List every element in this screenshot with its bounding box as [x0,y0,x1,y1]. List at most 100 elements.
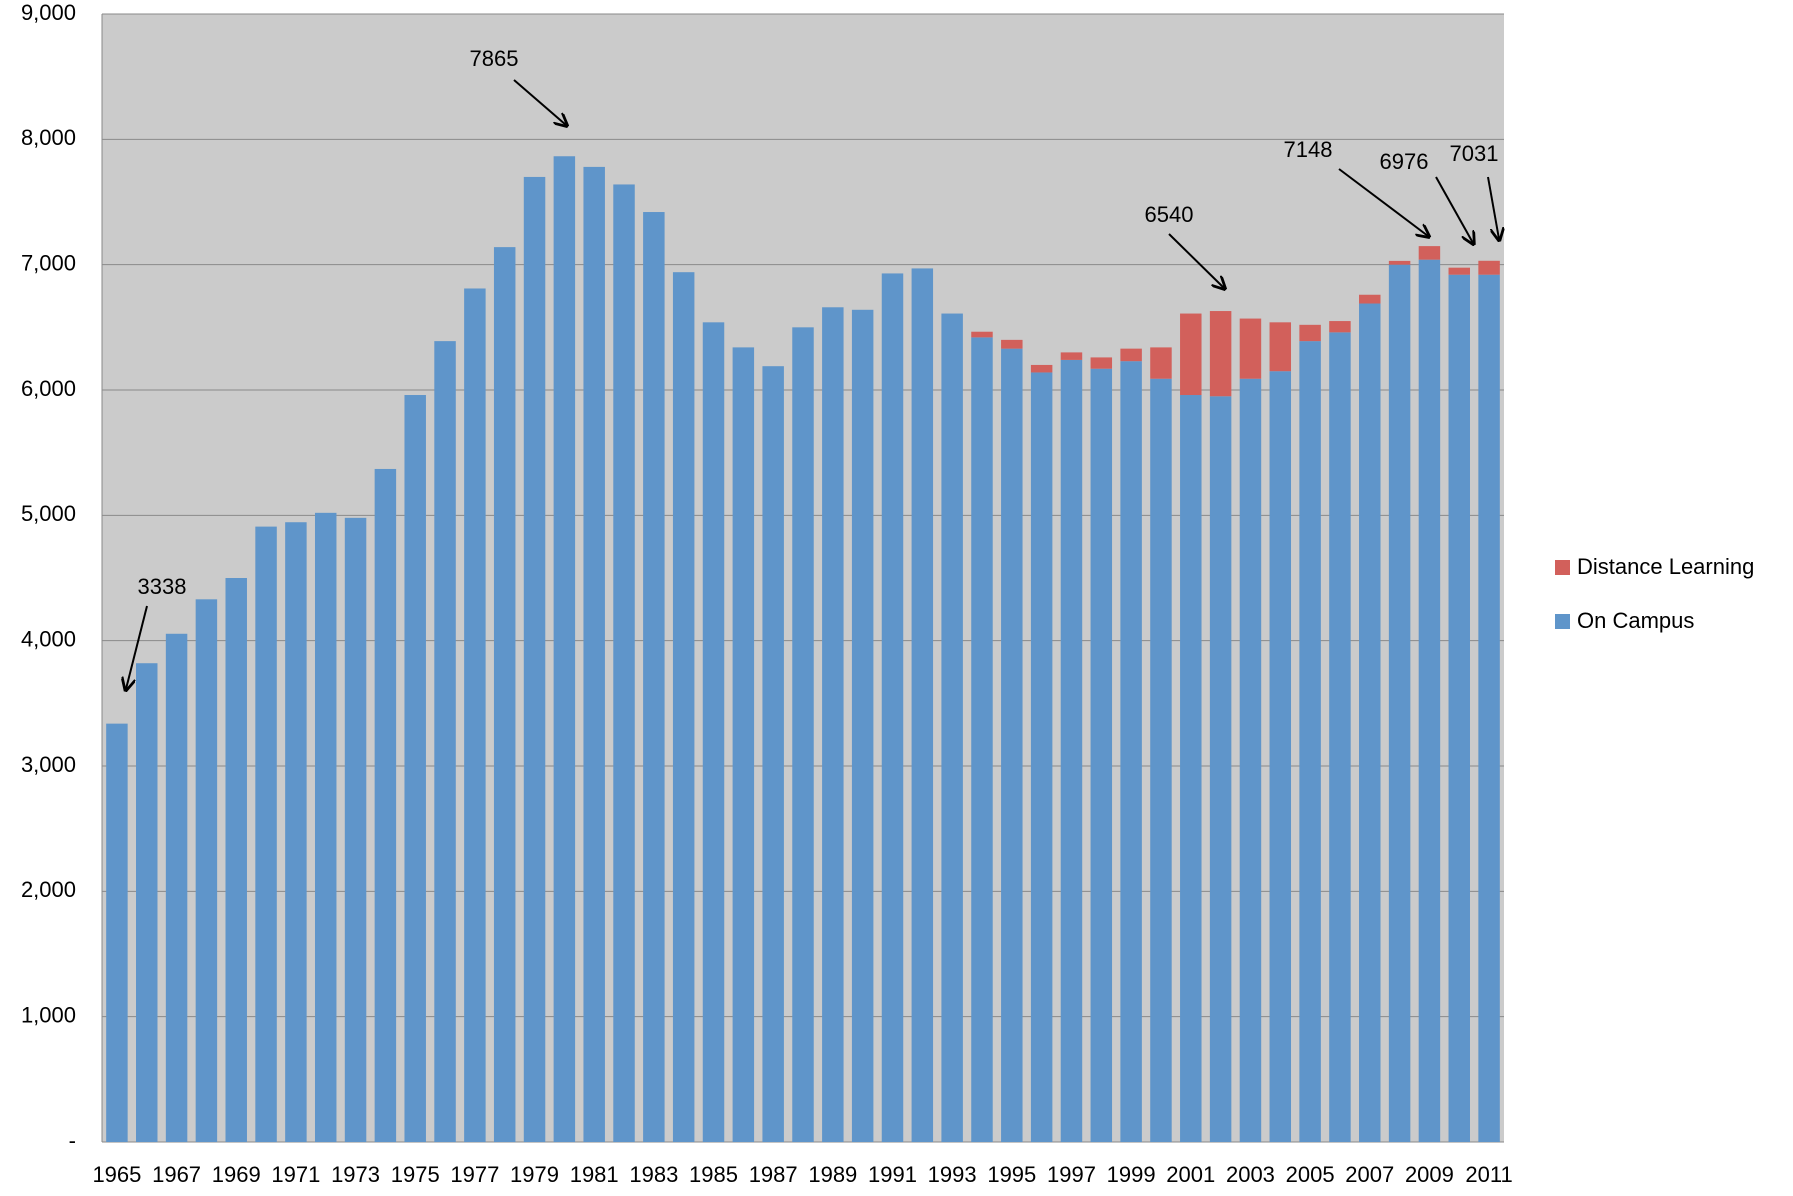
annotation-arrow [1487,176,1499,239]
y-tick-label: 1,000 [21,1002,76,1027]
bar [1060,359,1083,1142]
x-tick-label: 1975 [391,1162,440,1187]
annotation-arrow [1168,233,1224,288]
bar [106,723,128,1142]
x-tick-label: 2009 [1405,1162,1454,1187]
bar [792,327,814,1142]
bar [1448,274,1470,1142]
bar [1478,274,1500,1142]
bar [1180,313,1202,396]
bar [255,526,277,1142]
bar [553,156,576,1143]
bar [1180,395,1202,1143]
bar [1299,341,1321,1142]
x-tick-label: 2011 [1465,1162,1512,1187]
bar [434,341,456,1142]
bar [1388,260,1411,265]
y-tick-label: 5,000 [21,501,76,526]
annotation: 3338 [138,574,187,599]
bar [1418,246,1441,260]
bar [523,176,546,1142]
x-tick-label: 1981 [570,1162,619,1187]
bar [1418,259,1441,1142]
bar [1269,322,1292,372]
x-tick-label: 1989 [808,1162,857,1187]
bar [971,337,993,1142]
bar [1239,318,1262,379]
bar [1269,371,1292,1142]
x-tick-label: 1995 [987,1162,1036,1187]
bar [1448,267,1470,275]
bar [314,512,337,1142]
bar [911,268,934,1143]
bar [1150,347,1172,379]
bar [1329,321,1351,333]
x-tick-label: 1993 [928,1162,977,1187]
legend-swatch [1555,560,1570,575]
bar [1090,357,1113,369]
bar [1359,303,1381,1142]
bar [1150,378,1172,1143]
y-tick-label: 7,000 [21,250,76,275]
bar [613,184,635,1142]
bar [672,272,695,1143]
bar [1388,264,1411,1143]
bar [1299,324,1321,342]
bar [285,522,307,1142]
x-tick-label: 1985 [689,1162,738,1187]
y-tick-label: 4,000 [21,626,76,651]
bar [732,347,755,1142]
x-tick-label: 1969 [212,1162,261,1187]
bar [1120,361,1142,1142]
x-tick-label: 2001 [1166,1162,1215,1187]
bar [822,307,844,1142]
legend-swatch [1555,614,1570,629]
bar [971,331,993,338]
x-tick-label: 2005 [1286,1162,1335,1187]
bar [941,313,963,1143]
y-tick-label: 8,000 [21,125,76,150]
bar [583,166,605,1142]
bar [464,288,486,1143]
bar [1030,372,1053,1142]
bar [1001,339,1023,349]
y-tick-label: 9,000 [21,0,76,25]
x-tick-label: 1973 [331,1162,380,1187]
annotation: 7031 [1450,141,1499,166]
x-tick-label: 1983 [629,1162,678,1187]
x-tick-label: 1967 [152,1162,201,1187]
bar [851,309,874,1143]
bar [1209,311,1232,397]
bar [1209,396,1232,1142]
bar [1239,378,1262,1143]
x-tick-label: 1991 [868,1162,917,1187]
x-tick-label: 2003 [1226,1162,1275,1187]
bar [1359,294,1381,304]
bar [493,247,516,1142]
bar [881,273,904,1142]
x-tick-label: 2007 [1345,1162,1394,1187]
annotation-arrow [513,79,566,125]
annotation-arrow [126,605,148,689]
y-tick-label: 6,000 [21,376,76,401]
bar [165,633,188,1142]
annotation: 6540 [1145,202,1194,227]
bar [1120,348,1142,362]
annotation: 6976 [1380,149,1429,174]
bar [225,578,247,1142]
bar [1090,368,1113,1142]
bar [1060,352,1083,360]
bar [344,517,367,1142]
annotation: 7865 [470,46,519,71]
x-tick-label: 1979 [510,1162,559,1187]
x-tick-label: 1965 [92,1162,141,1187]
y-tick-label: 3,000 [21,752,76,777]
bar [1329,332,1351,1142]
bar [1478,260,1500,275]
bar [195,599,218,1142]
annotation-arrow [1435,176,1473,243]
bar [136,663,158,1142]
x-tick-label: 1987 [749,1162,798,1187]
x-tick-label: 1999 [1107,1162,1156,1187]
